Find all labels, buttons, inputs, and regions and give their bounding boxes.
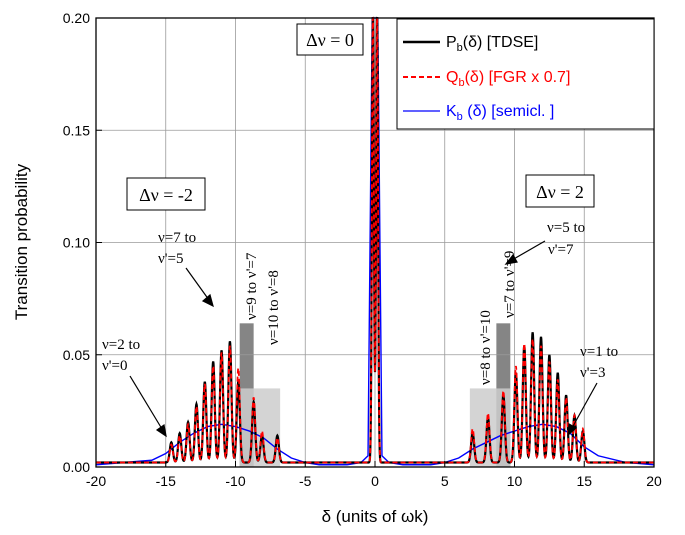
arrow-left-v2-head (155, 423, 167, 438)
dv-minus2-box (126, 177, 206, 211)
arrow-right-v5-head (504, 253, 518, 265)
x-axis-ticks: -20 -15 -10 -5 0 5 10 15 20 (86, 461, 662, 489)
x-tick-label: -10 (225, 473, 245, 489)
legend: Pb(δ) [TDSE] Qb(δ) [FGR x 0.7] Kb (δ) [sem… (396, 18, 655, 130)
x-tick-label: 5 (441, 473, 449, 489)
annotations: Δν = 0 Δν = -2 Δν = 2 ν=7 to ν'=5 ν=2 to… (102, 23, 618, 438)
dv-plus2-box (525, 174, 595, 208)
arrow-right-v1 (571, 382, 598, 429)
right-v1-line2: ν'=3 (580, 365, 605, 381)
y-tick-label: 0.00 (63, 459, 90, 475)
x-tick-label: 0 (371, 473, 379, 489)
arrow-right-v1-head (567, 423, 578, 437)
y-tick-label: 0.20 (63, 10, 90, 26)
series-fgr-line (96, 16, 654, 464)
legend-label: Pb(δ) [TDSE] (446, 34, 538, 54)
left-v2-line2: ν'=0 (102, 358, 127, 374)
y-tick-label: 0.15 (63, 122, 90, 138)
arrow-left-v2 (129, 375, 163, 430)
y-axis-title: Transition probability (12, 163, 31, 320)
x-tick-label: 20 (646, 473, 662, 489)
x-axis-title: δ (units of ωk) (322, 507, 429, 526)
left-v9-label: ν=9 to ν'=7 (244, 252, 260, 320)
x-tick-label: -20 (86, 473, 106, 489)
left-v10-label: ν=10 to ν'=8 (266, 270, 282, 345)
right-v5-line1: ν=5 to (547, 220, 585, 236)
dv-plus2-label: Δν = 2 (536, 182, 584, 202)
y-tick-label: 0.05 (63, 347, 90, 363)
y-tick-label: 0.10 (63, 235, 90, 251)
dv0-box (296, 23, 364, 56)
legend-label: Kb (δ) [semicl. ] (446, 103, 554, 123)
left-v7-line1: ν=7 to (158, 230, 196, 246)
left-v2-line1: ν=2 to (102, 337, 140, 353)
legend-label: Qb(δ) [FGR x 0.7] (446, 69, 570, 89)
right-v8-label: ν=8 to ν'=10 (478, 310, 494, 385)
x-tick-label: 15 (576, 473, 592, 489)
x-tick-label: 10 (507, 473, 523, 489)
arrow-right-v5 (511, 240, 546, 261)
right-v5-line2: ν'=7 (548, 242, 574, 258)
x-tick-label: -5 (299, 473, 312, 489)
arrow-left-v7-head (201, 293, 214, 308)
dv0-label: Δν = 0 (306, 30, 354, 50)
y-axis-ticks: 0.00 0.05 0.10 0.15 0.20 (63, 10, 102, 475)
right-v1-line1: ν=1 to (580, 344, 618, 360)
left-v7-line2: ν'=5 (158, 251, 183, 267)
arrow-left-v7 (185, 267, 210, 301)
x-tick-label: -15 (156, 473, 176, 489)
dv-minus2-label: Δν = -2 (139, 185, 193, 205)
right-v7-label: ν=7 to ν'=9 (502, 251, 518, 318)
